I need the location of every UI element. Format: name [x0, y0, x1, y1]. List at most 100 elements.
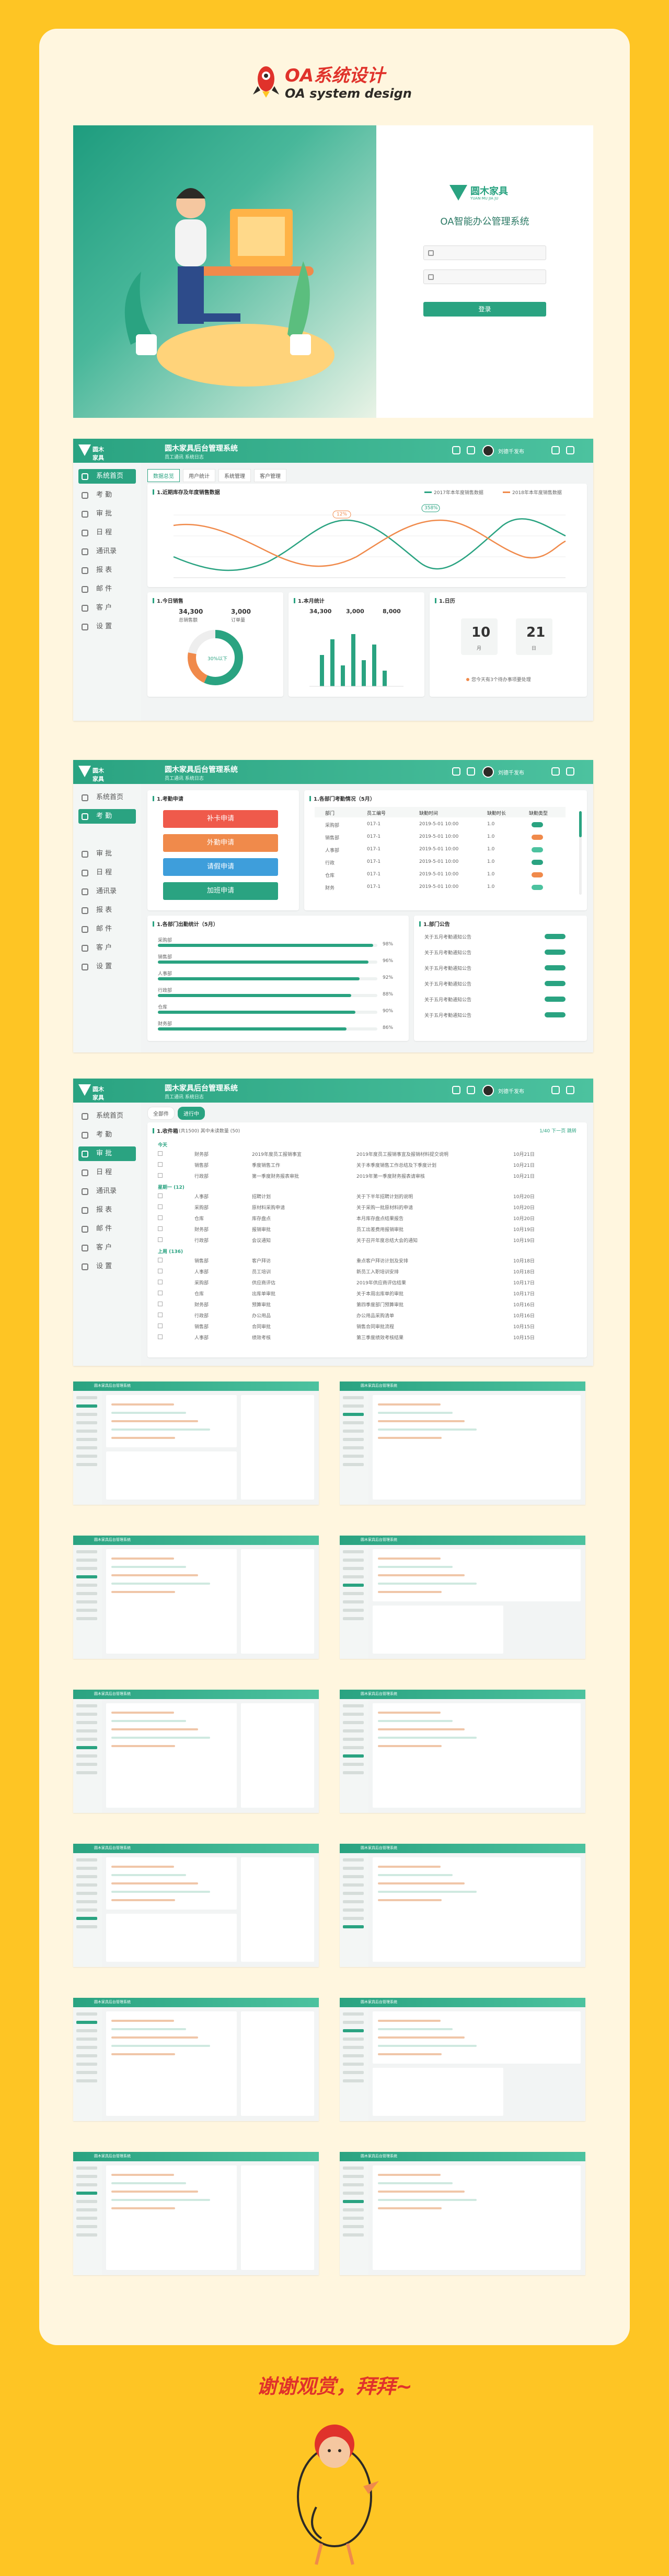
row-checkbox[interactable] — [158, 1269, 163, 1273]
scrollbar-thumb[interactable] — [579, 811, 582, 837]
notice-item[interactable]: 关于五月考勤通知公告 — [424, 1013, 472, 1018]
row-checkbox[interactable] — [158, 1334, 163, 1339]
notice-item[interactable]: 关于五月考勤通知公告 — [424, 951, 472, 956]
sidebar-item-schedule[interactable]: 日 程 — [78, 1165, 136, 1180]
inbox-cell[interactable]: 10月15日 — [513, 1336, 535, 1341]
screen-thumbnail[interactable]: 圆木家具后台管理系统 — [340, 2152, 585, 2275]
inbox-cell[interactable]: 人事部 — [194, 1270, 209, 1275]
notice-item[interactable]: 关于五月考勤通知公告 — [424, 935, 472, 940]
row-checkbox[interactable] — [158, 1162, 163, 1167]
inbox-cell[interactable]: 10月20日 — [513, 1216, 535, 1222]
screen-thumbnail[interactable]: 圆木家具后台管理系统 — [340, 1381, 585, 1505]
sidebar-item-mail[interactable]: 邮 件 — [78, 582, 136, 596]
overtime-button[interactable]: 加班申请 — [163, 882, 278, 900]
row-checkbox[interactable] — [158, 1151, 163, 1156]
screen-thumbnail[interactable]: 圆木家具后台管理系统 — [340, 1844, 585, 1967]
inbox-cell[interactable]: 报销审批 — [252, 1227, 271, 1233]
inbox-cell[interactable]: 关于本季度销售工作总结及下季度计划 — [356, 1163, 437, 1168]
sidebar-item-contacts[interactable]: 通讯录 — [78, 544, 136, 559]
inbox-cell[interactable]: 销售部 — [194, 1259, 209, 1264]
inbox-cell[interactable]: 10月21日 — [513, 1174, 535, 1179]
scrollbar[interactable] — [579, 811, 582, 895]
inbox-cell[interactable]: 10月21日 — [513, 1163, 535, 1168]
cloud-icon[interactable] — [452, 767, 460, 776]
makeup-punch-button[interactable]: 补卡申请 — [163, 810, 278, 828]
sidebar-item-mail[interactable]: 邮 件 — [78, 1222, 136, 1236]
inbox-cell[interactable]: 第一季度财务报表审批 — [252, 1174, 299, 1179]
user-name[interactable]: 刘德千发布 — [498, 1089, 524, 1095]
sidebar-item-customer[interactable]: 客 户 — [78, 1240, 136, 1255]
message-icon[interactable] — [467, 446, 475, 454]
sidebar-item-customer[interactable]: 客 户 — [78, 601, 136, 615]
username-field[interactable] — [423, 245, 546, 260]
screen-thumbnail[interactable]: 圆木家具后台管理系统 — [73, 1998, 319, 2121]
screen-thumbnail[interactable]: 圆木家具后台管理系统 — [73, 2152, 319, 2275]
inbox-cell[interactable]: 10月15日 — [513, 1325, 535, 1330]
sidebar-item-approve[interactable]: 审 批 — [78, 1146, 136, 1161]
sidebar-item-attend[interactable]: 考 勤 — [78, 809, 136, 824]
inbox-cell[interactable]: 会议通知 — [252, 1238, 271, 1244]
tab-users[interactable]: 用户统计 — [183, 469, 215, 482]
tab-overview[interactable]: 数据总览 — [147, 469, 180, 482]
settings-icon[interactable] — [551, 446, 560, 454]
inbox-cell[interactable]: 季度销售工作 — [252, 1163, 281, 1168]
sidebar-item-attend[interactable]: 考 勤 — [78, 1128, 136, 1142]
inbox-cell[interactable]: 库存盘点 — [252, 1216, 271, 1222]
row-checkbox[interactable] — [158, 1226, 163, 1231]
inbox-cell[interactable]: 新员工入职培训安排 — [356, 1270, 399, 1275]
tab-customers[interactable]: 客户管理 — [254, 469, 286, 482]
inbox-cell[interactable]: 合同审批 — [252, 1325, 271, 1330]
sidebar-item-schedule[interactable]: 日 程 — [78, 525, 136, 540]
row-checkbox[interactable] — [158, 1258, 163, 1262]
inbox-cell[interactable]: 10月20日 — [513, 1195, 535, 1200]
inbox-cell[interactable]: 第三季度绩效考核结果 — [356, 1336, 404, 1341]
inbox-cell[interactable]: 第四季度部门预算审批 — [356, 1303, 404, 1308]
inbox-cell[interactable]: 2019年第一季度财务报表请审核 — [356, 1174, 425, 1179]
inbox-cell[interactable]: 员工出差费用报销审批 — [356, 1227, 404, 1233]
logout-icon[interactable] — [566, 767, 574, 776]
inbox-cell[interactable]: 10月20日 — [513, 1205, 535, 1211]
inbox-cell[interactable]: 10月19日 — [513, 1227, 535, 1233]
inbox-cell[interactable]: 行政部 — [194, 1314, 209, 1319]
row-checkbox[interactable] — [158, 1204, 163, 1209]
screen-thumbnail[interactable]: 圆木家具后台管理系统 — [73, 1844, 319, 1967]
inbox-cell[interactable]: 办公用品 — [252, 1314, 271, 1319]
sidebar-item-customer[interactable]: 客 户 — [78, 941, 136, 955]
row-checkbox[interactable] — [158, 1291, 163, 1295]
screen-thumbnail[interactable]: 圆木家具后台管理系统 — [73, 1536, 319, 1659]
inbox-cell[interactable]: 行政部 — [194, 1174, 209, 1179]
cloud-icon[interactable] — [452, 446, 460, 454]
sidebar-item-contacts[interactable]: 通讯录 — [78, 884, 136, 899]
inbox-cell[interactable]: 仓库 — [194, 1292, 204, 1297]
sidebar-item-settings[interactable]: 设 置 — [78, 1259, 136, 1274]
notice-item[interactable]: 关于五月考勤通知公告 — [424, 966, 472, 971]
screen-thumbnail[interactable]: 圆木家具后台管理系统 — [340, 1998, 585, 2121]
inbox-cell[interactable]: 财务部 — [194, 1227, 209, 1233]
row-checkbox[interactable] — [158, 1302, 163, 1306]
row-checkbox[interactable] — [158, 1237, 163, 1242]
leave-button[interactable]: 请假申请 — [163, 858, 278, 876]
row-checkbox[interactable] — [158, 1324, 163, 1328]
sidebar-item-report[interactable]: 报 表 — [78, 563, 136, 578]
inbox-cell[interactable]: 10月21日 — [513, 1152, 535, 1157]
inbox-cell[interactable]: 2019年度员工报销事宜及报销材料提交说明 — [356, 1152, 448, 1157]
inbox-cell[interactable]: 10月18日 — [513, 1270, 535, 1275]
inbox-cell[interactable]: 财务部 — [194, 1152, 209, 1157]
inbox-cell[interactable]: 销售部 — [194, 1163, 209, 1168]
user-name[interactable]: 刘德千发布 — [498, 770, 524, 776]
inbox-cell[interactable]: 10月19日 — [513, 1238, 535, 1244]
sidebar-item-report[interactable]: 报 表 — [78, 903, 136, 918]
inbox-cell[interactable]: 采购部 — [194, 1281, 209, 1286]
avatar[interactable] — [482, 1085, 494, 1096]
row-checkbox[interactable] — [158, 1215, 163, 1220]
inbox-cell[interactable]: 招聘计划 — [252, 1195, 271, 1200]
row-checkbox[interactable] — [158, 1173, 163, 1178]
avatar[interactable] — [482, 766, 494, 778]
inbox-cell[interactable]: 关于本周出库单的审批 — [356, 1292, 404, 1297]
inbox-cell[interactable]: 2019年供应商评估结果 — [356, 1281, 406, 1286]
sidebar-item-home[interactable]: 系统首页 — [78, 790, 136, 805]
sidebar-item-mail[interactable]: 邮 件 — [78, 922, 136, 936]
user-name[interactable]: 刘德千发布 — [498, 449, 524, 455]
sidebar-item-settings[interactable]: 设 置 — [78, 959, 136, 974]
inbox-cell[interactable]: 绩效考核 — [252, 1336, 271, 1341]
